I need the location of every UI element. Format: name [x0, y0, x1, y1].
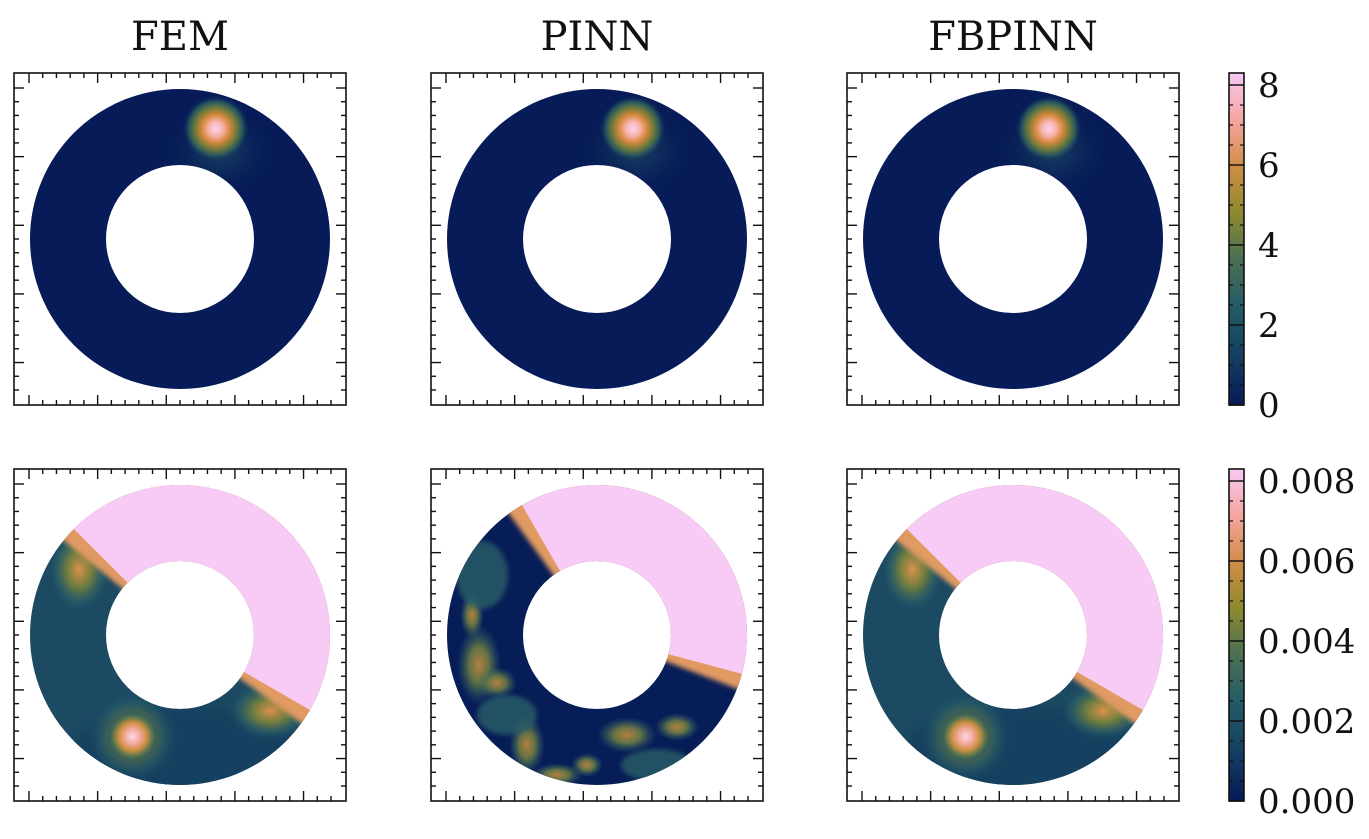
- panel-solution-fem: [13, 72, 347, 406]
- colorbar-error: 0.000 0.002 0.004 0.006 0.008: [1228, 462, 1355, 822]
- colorbar-tick-label: 2: [1258, 306, 1280, 346]
- colorbar-tick-label: 8: [1258, 66, 1280, 106]
- panel-solution-fbpinn-ticks: [847, 73, 1179, 405]
- colorbar-tick-label: 4: [1258, 226, 1280, 266]
- error-patch: [655, 713, 699, 741]
- panel-error-pinn-ticks: [431, 469, 763, 801]
- error-hotspot: [939, 710, 992, 763]
- panel-error-fem-field: [30, 485, 330, 785]
- error-patch: [477, 695, 537, 735]
- panel-solution-fem-field: [30, 89, 330, 389]
- panel-solution-fbpinn-field: [863, 89, 1163, 389]
- column-title-pinn: PINN: [541, 14, 654, 60]
- colorbar-tick-label: 0.000: [1258, 782, 1355, 822]
- colorbar-error-fill: [1228, 468, 1245, 802]
- colorbar-tick-label: 0.008: [1258, 462, 1355, 502]
- error-hotspot: [106, 710, 159, 763]
- solution-peak: [1014, 94, 1083, 163]
- panel-error-fbpinn: [846, 468, 1180, 802]
- colorbar-tick-label: 0: [1258, 386, 1280, 426]
- column-title-fbpinn: FBPINN: [928, 14, 1098, 60]
- colorbar-error-ticks: 0.000 0.002 0.004 0.006 0.008: [1229, 462, 1355, 822]
- column-title-fem: FEM: [131, 14, 229, 60]
- saturated-region: [69, 485, 330, 713]
- colorbar-tick-label: 6: [1258, 146, 1280, 186]
- saturated-region: [902, 485, 1163, 713]
- colorbar-tick-label: 0.004: [1258, 622, 1355, 662]
- error-patch: [477, 667, 517, 699]
- panel-error-fem: [13, 468, 347, 802]
- panel-error-fem-ticks: [14, 469, 346, 801]
- panel-grid: [13, 72, 1180, 802]
- panel-solution-pinn-field: [447, 89, 747, 389]
- colorbar-solution-ticks: 0 2 4 6 8: [1229, 66, 1280, 426]
- error-patch: [456, 541, 508, 609]
- saturated-region: [519, 485, 747, 676]
- solution-peak: [598, 94, 667, 163]
- colorbar-solution-fill: [1228, 72, 1245, 406]
- panel-error-fbpinn-ticks: [847, 469, 1179, 801]
- panel-solution-pinn: [430, 72, 764, 406]
- solution-peak: [181, 94, 250, 163]
- panel-solution-fbpinn: [846, 72, 1180, 406]
- panel-error-pinn: [430, 468, 764, 802]
- panel-error-fbpinn-field: [863, 485, 1163, 785]
- panel-solution-fem-ticks: [14, 73, 346, 405]
- error-patch: [571, 753, 603, 777]
- colorbar-tick-label: 0.002: [1258, 702, 1355, 742]
- error-patch: [597, 717, 657, 753]
- error-patch: [621, 749, 693, 781]
- panel-solution-pinn-ticks: [431, 73, 763, 405]
- panel-error-pinn-field: [447, 485, 747, 785]
- colorbar-solution: 0 2 4 6 8: [1228, 66, 1280, 426]
- colorbar-tick-label: 0.006: [1258, 542, 1355, 582]
